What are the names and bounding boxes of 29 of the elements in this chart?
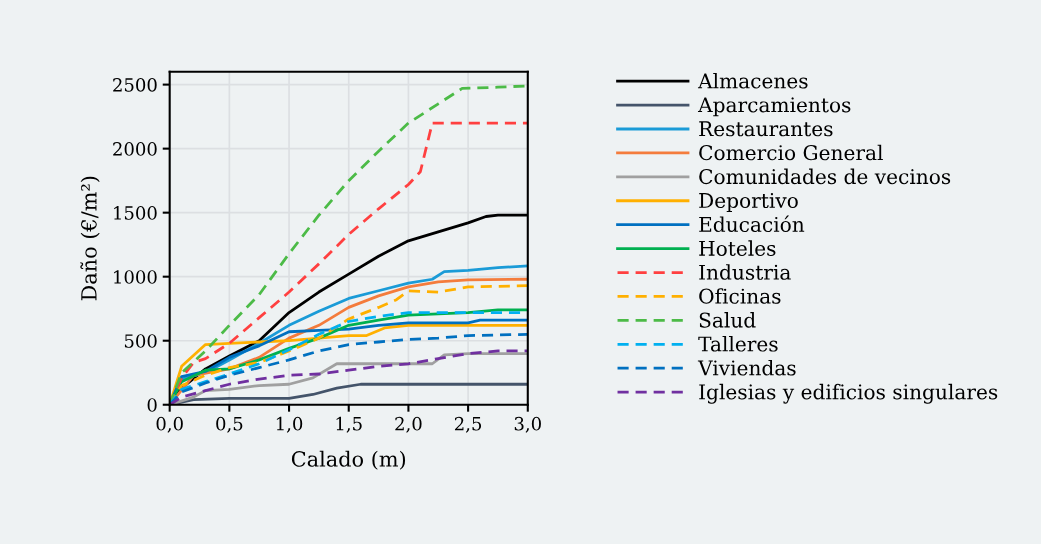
legend-label: Deportivo <box>699 192 798 212</box>
x-tick-label: 3,0 <box>514 416 541 433</box>
legend-label: Educación <box>699 215 805 233</box>
legend-label: Iglesias y edificios singulares <box>699 383 998 404</box>
x-tick-label: 1,0 <box>276 416 303 433</box>
legend-label: Almacenes <box>697 72 808 89</box>
legend-label: Aparcamientos <box>697 97 851 117</box>
y-tick-label: 1500 <box>114 206 157 220</box>
x-tick-label: 0,5 <box>216 416 243 433</box>
legend-label: Salud <box>699 312 756 328</box>
x-tick-label: 1,5 <box>336 416 362 433</box>
legend-label: Restaurantes <box>699 121 833 137</box>
y-tick-label: 2500 <box>113 78 157 92</box>
legend-label: Comercio General <box>699 144 883 161</box>
y-tick-label: 2000 <box>113 142 157 156</box>
x-tick-label: 2,5 <box>454 416 482 433</box>
legend-label: Talleres <box>698 336 778 352</box>
x-tick-label: 0,0 <box>156 416 183 433</box>
legend-label: Industria <box>699 264 791 280</box>
x-tick-label: 2,0 <box>395 416 422 433</box>
y-axis-title: Daño (€/m²) <box>80 176 100 301</box>
x-axis-title: Calado (m) <box>291 450 406 470</box>
y-tick-label: 500 <box>124 334 157 348</box>
legend-label: Viviendas <box>697 359 796 376</box>
y-tick-label: 1000 <box>114 270 157 284</box>
legend-label: Comunidades de vecinos <box>699 168 951 185</box>
legend-label: Hoteles <box>699 240 776 256</box>
legend-label: Oficinas <box>699 288 781 304</box>
y-tick-label: 0 <box>147 398 157 412</box>
